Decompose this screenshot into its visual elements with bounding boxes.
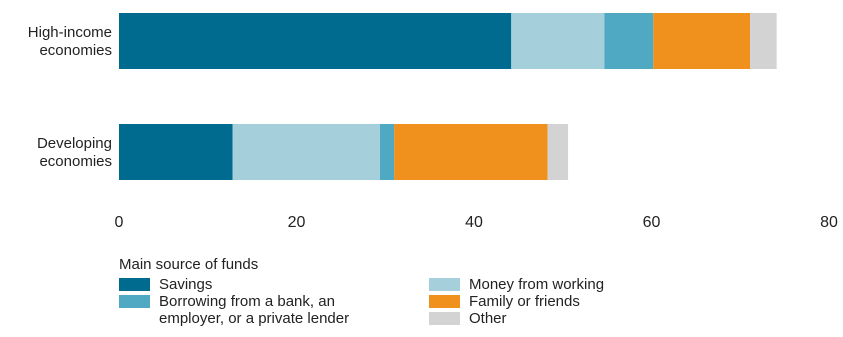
- bar-segment-developing-borrowing-from-a: [379, 124, 395, 180]
- legend-label-borrowing: Borrowing from a bank, an employer, or a…: [159, 293, 350, 327]
- bar-segment-high-income-savings: [119, 13, 512, 69]
- x-tick-label: 0: [115, 214, 124, 231]
- legend: Main source of funds Savings Borrowing f…: [119, 256, 819, 327]
- x-tick-label: 80: [820, 214, 838, 231]
- legend-item-borrowing: Borrowing from a bank, an employer, or a…: [119, 293, 429, 327]
- legend-swatch-other: [429, 312, 460, 325]
- bar-segment-high-income-borrowing-from-a: [604, 13, 654, 69]
- bar-segment-high-income-other: [750, 13, 777, 69]
- legend-swatch-family-or-friends: [429, 295, 460, 308]
- legend-label-other: Other: [469, 310, 507, 327]
- legend-label-savings: Savings: [159, 276, 213, 293]
- legend-columns: Savings Borrowing from a bank, an employ…: [119, 276, 819, 327]
- bar-segment-high-income-family-or-friends: [653, 13, 751, 69]
- legend-swatch-borrowing: [119, 295, 150, 308]
- bar-segment-high-income-money-from-working: [511, 13, 605, 69]
- x-tick-label: 60: [643, 214, 661, 231]
- legend-column-left: Savings Borrowing from a bank, an employ…: [119, 276, 429, 327]
- category-label-developing: Developing economies: [37, 135, 112, 170]
- legend-swatch-money-from-working: [429, 278, 460, 291]
- category-label-high-income: High-income economies: [28, 24, 112, 59]
- x-axis-ticks: 0 20 40 60 80: [115, 214, 838, 231]
- bar-segment-developing-other: [547, 124, 569, 180]
- legend-column-right: Money from working Family or friends Oth…: [429, 276, 604, 327]
- legend-item-other: Other: [429, 310, 604, 327]
- bars-group: [119, 13, 777, 180]
- legend-title: Main source of funds: [119, 256, 259, 273]
- legend-label-money-from-working: Money from working: [469, 276, 605, 293]
- bar-segment-developing-family-or-friends: [394, 124, 548, 180]
- x-tick-label: 20: [288, 214, 306, 231]
- bar-segment-developing-savings: [119, 124, 233, 180]
- legend-item-savings: Savings: [119, 276, 429, 293]
- legend-label-family-or-friends: Family or friends: [469, 293, 580, 310]
- legend-swatch-savings: [119, 278, 150, 291]
- x-tick-label: 40: [465, 214, 483, 231]
- category-labels: High-income economies Developing economies: [28, 24, 112, 170]
- legend-item-family-or-friends: Family or friends: [429, 293, 604, 310]
- legend-item-money-from-working: Money from working: [429, 276, 604, 293]
- bar-segment-developing-money-from-working: [232, 124, 380, 180]
